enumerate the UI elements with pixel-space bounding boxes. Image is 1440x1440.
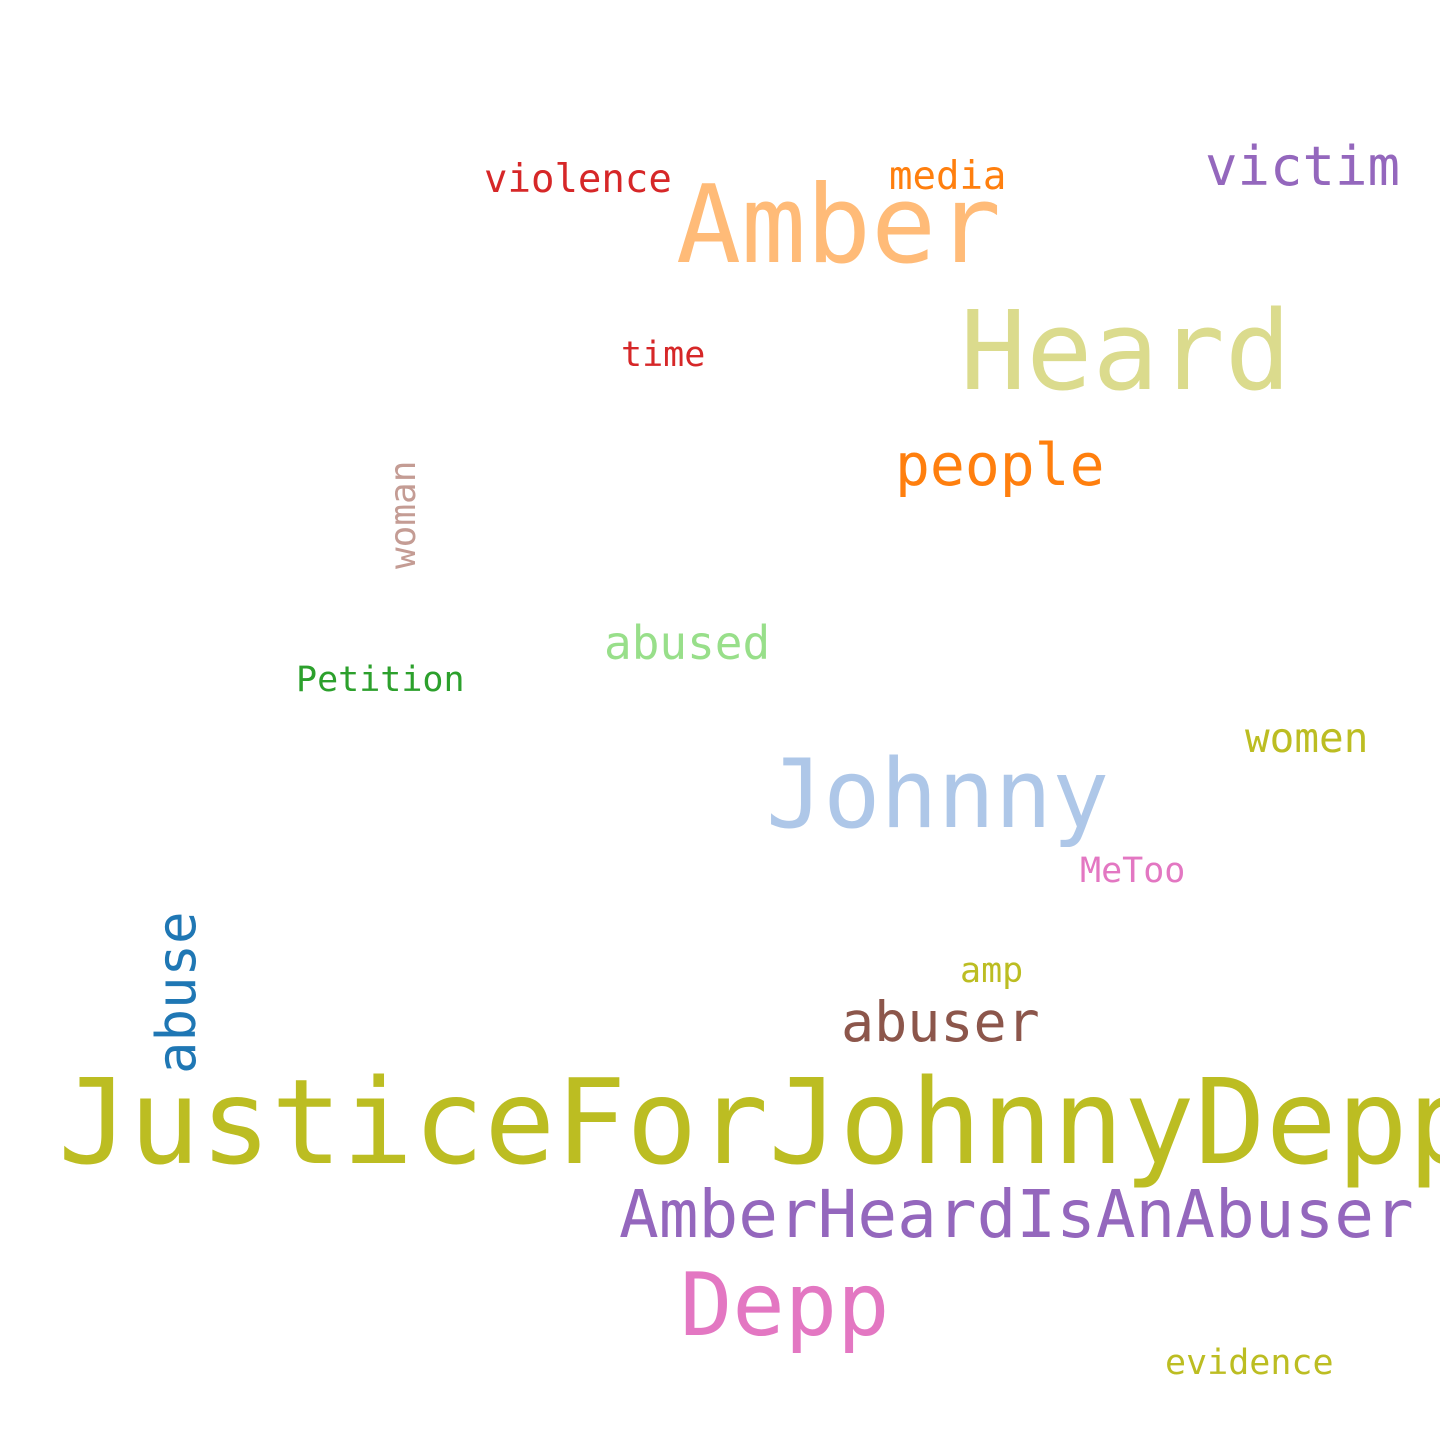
word-amber: Amber xyxy=(676,163,1002,288)
word-metoo: MeToo xyxy=(1080,851,1186,891)
word-heard: Heard xyxy=(960,287,1292,415)
word-abused: abused xyxy=(604,616,771,670)
word-johnny: Johnny xyxy=(766,740,1110,850)
word-people: people xyxy=(895,431,1105,499)
word-evidence: evidence xyxy=(1165,1343,1334,1383)
word-abuse: abuse xyxy=(145,911,208,1074)
word-amp: amp xyxy=(960,951,1024,991)
word-women: women xyxy=(1245,714,1369,762)
word-media: media xyxy=(889,154,1007,199)
word-justicefor-johnny-depp: JusticeForJohnnyDepp xyxy=(58,1053,1440,1191)
word-victim: victim xyxy=(1205,135,1401,198)
word-depp: Depp xyxy=(680,1254,890,1356)
word-violence: violence xyxy=(484,157,672,202)
word-time: time xyxy=(621,335,706,375)
word-abuser: abuser xyxy=(841,990,1040,1054)
word-petition: Petition xyxy=(296,660,465,700)
word-woman: woman xyxy=(383,460,424,569)
word-amber-heard-is-an-abuser: AmberHeardIsAnAbuser xyxy=(619,1176,1414,1253)
